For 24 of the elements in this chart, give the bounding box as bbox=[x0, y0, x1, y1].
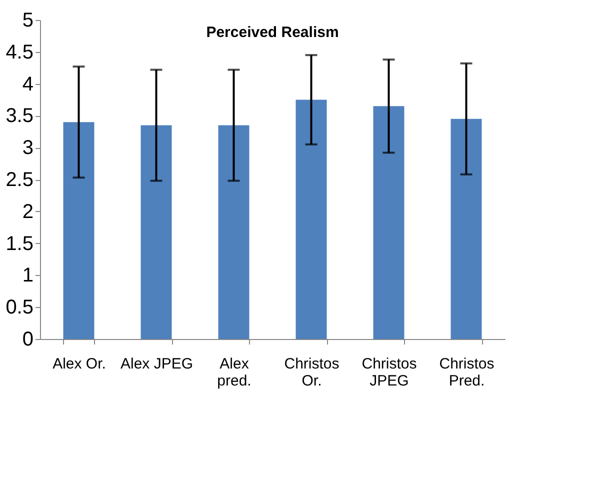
x-tick-label: Christos Pred. bbox=[439, 356, 494, 390]
bar bbox=[450, 118, 482, 339]
x-tick-label: Alex Or. bbox=[52, 356, 106, 372]
x-tick-label: Christos Or. bbox=[284, 356, 340, 390]
x-tick-label: Christos JPEG bbox=[362, 356, 417, 390]
bar bbox=[296, 100, 327, 339]
bar bbox=[373, 106, 404, 339]
y-tick-label: 3.5 bbox=[6, 105, 34, 128]
x-tick-label: Alex JPEG bbox=[120, 356, 194, 372]
y-tick-label: 3 bbox=[22, 137, 34, 160]
y-tick-label: 4 bbox=[22, 73, 34, 96]
chart-title: Perceived Realism bbox=[206, 24, 339, 41]
y-tick-label: 1.5 bbox=[6, 232, 34, 255]
y-tick-label: 5 bbox=[22, 10, 34, 32]
x-tick-label: Alex pred. bbox=[217, 356, 252, 390]
y-tick-label: 0.5 bbox=[6, 296, 34, 319]
bar bbox=[63, 122, 94, 339]
y-tick-label: 2.5 bbox=[6, 169, 34, 191]
y-tick-label: 4.5 bbox=[6, 41, 34, 64]
y-tick-label: 0 bbox=[22, 328, 34, 350]
bar bbox=[140, 125, 172, 339]
y-tick-label: 1 bbox=[22, 264, 34, 287]
y-tick-label: 2 bbox=[22, 200, 34, 223]
bar bbox=[218, 125, 250, 339]
